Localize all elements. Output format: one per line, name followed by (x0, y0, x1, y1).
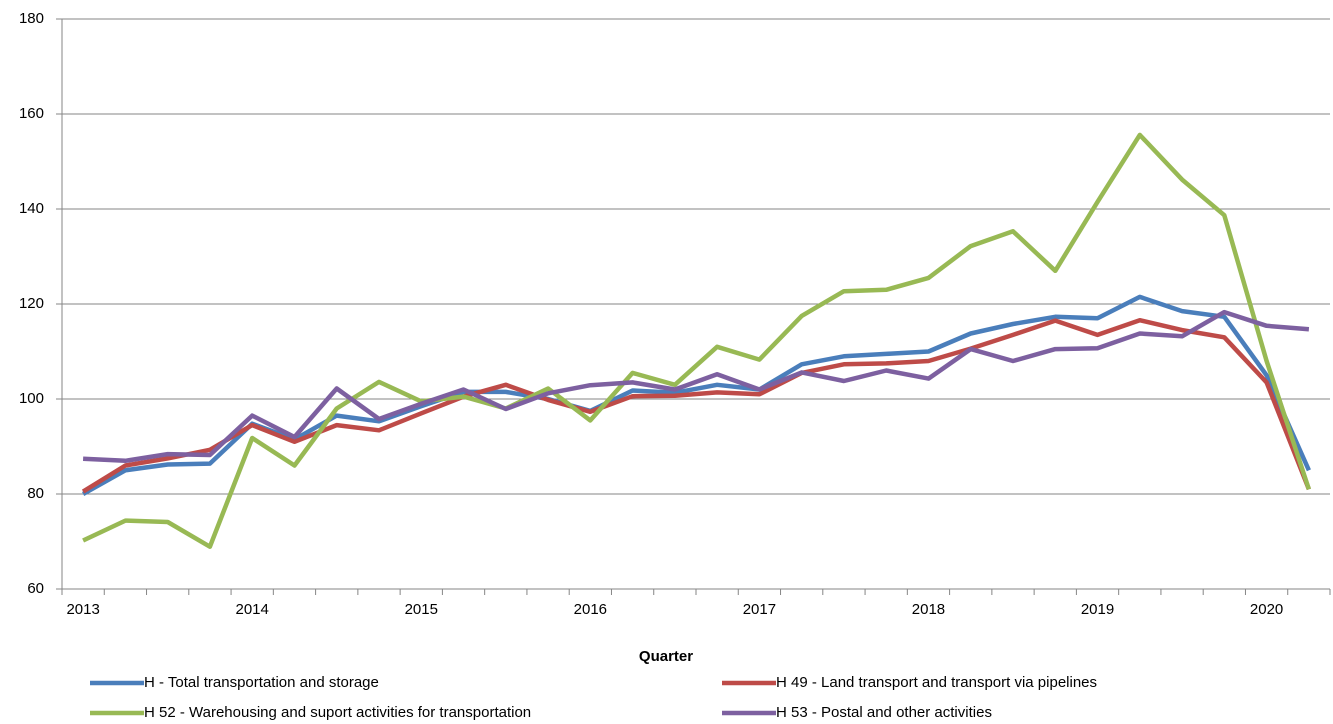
series-line (81, 317, 1311, 494)
y-tick-label: 140 (19, 200, 44, 217)
legend-label: H 49 - Land transport and transport via … (776, 674, 1097, 691)
y-tick-label: 180 (19, 10, 44, 27)
x-tick-label: 2020 (1250, 601, 1283, 618)
x-tick-label: 2014 (236, 601, 269, 618)
y-tick-label: 120 (19, 295, 44, 312)
x-axis-label: Quarter (639, 648, 693, 665)
y-tick-label: 100 (19, 390, 44, 407)
legend-label: H 52 - Warehousing and suport activities… (144, 704, 531, 721)
y-tick-label: 80 (27, 485, 44, 502)
legend-label: H 53 - Postal and other activities (776, 704, 992, 721)
y-tick-label: 60 (27, 580, 44, 597)
x-tick-label: 2019 (1081, 601, 1114, 618)
x-tick-label: 2017 (743, 601, 776, 618)
series-line (82, 309, 1310, 464)
x-tick-label: 2016 (574, 601, 607, 618)
x-tick-label: 2015 (405, 601, 438, 618)
y-tick-label: 160 (19, 105, 44, 122)
legend-label: H - Total transportation and storage (144, 674, 379, 691)
series-line (82, 132, 1312, 549)
x-tick-label: 2013 (66, 601, 99, 618)
x-tick-label: 2018 (912, 601, 945, 618)
